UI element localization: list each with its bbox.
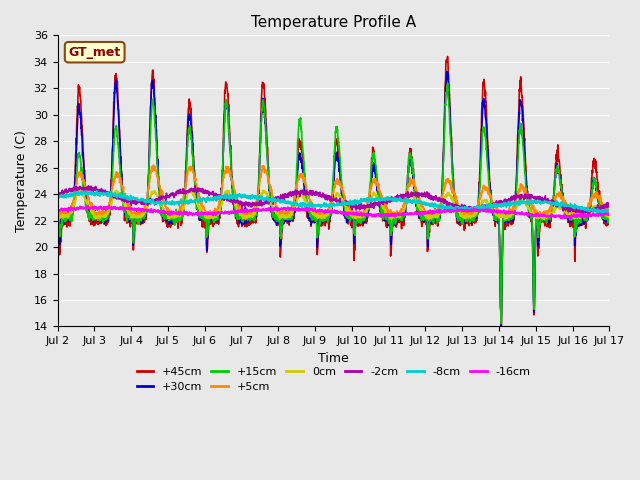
+5cm (362, 206, 370, 212)
+45cm (54, 216, 61, 222)
+5cm (557, 196, 565, 202)
+5cm (54, 210, 61, 216)
Line: +45cm: +45cm (58, 57, 609, 350)
-2cm (605, 204, 613, 209)
+45cm (207, 215, 215, 221)
+15cm (349, 214, 357, 219)
0cm (76, 185, 83, 191)
-8cm (349, 200, 357, 206)
-2cm (584, 211, 592, 216)
+15cm (362, 216, 369, 221)
+15cm (497, 321, 505, 326)
+15cm (207, 212, 215, 218)
+30cm (349, 217, 357, 223)
+30cm (573, 220, 580, 226)
Line: +15cm: +15cm (58, 84, 609, 324)
+30cm (362, 216, 369, 222)
-16cm (54, 208, 61, 214)
+15cm (444, 81, 451, 86)
+30cm (207, 213, 215, 218)
+15cm (54, 214, 61, 219)
0cm (557, 206, 565, 212)
+5cm (573, 211, 580, 217)
+30cm (557, 186, 565, 192)
+45cm (444, 54, 451, 60)
-2cm (572, 209, 580, 215)
-8cm (93, 188, 100, 193)
-8cm (605, 206, 613, 212)
+5cm (350, 214, 358, 220)
0cm (349, 214, 357, 220)
+45cm (494, 216, 502, 221)
+30cm (497, 330, 505, 336)
0cm (573, 213, 580, 219)
-16cm (605, 211, 613, 217)
-2cm (349, 204, 357, 210)
+15cm (557, 185, 565, 191)
-16cm (106, 203, 113, 209)
-8cm (596, 211, 604, 216)
X-axis label: Time: Time (318, 352, 349, 365)
-16cm (557, 216, 564, 221)
-8cm (494, 201, 502, 207)
+5cm (314, 216, 322, 221)
0cm (362, 210, 369, 216)
+45cm (557, 176, 565, 182)
0cm (54, 212, 61, 218)
Y-axis label: Temperature (C): Temperature (C) (15, 130, 28, 232)
-2cm (208, 192, 216, 197)
0cm (208, 215, 216, 221)
Line: 0cm: 0cm (58, 188, 609, 219)
Title: Temperature Profile A: Temperature Profile A (251, 15, 416, 30)
-8cm (362, 197, 369, 203)
+5cm (494, 209, 502, 215)
Line: +30cm: +30cm (58, 72, 609, 333)
Line: -16cm: -16cm (58, 206, 609, 218)
+30cm (444, 69, 451, 74)
0cm (605, 213, 613, 218)
-2cm (54, 192, 61, 198)
-8cm (54, 193, 61, 199)
+45cm (349, 210, 357, 216)
+30cm (605, 216, 613, 222)
-16cm (494, 209, 502, 215)
Line: +5cm: +5cm (58, 165, 609, 218)
+15cm (605, 213, 613, 219)
-16cm (557, 215, 565, 221)
-2cm (362, 204, 369, 209)
-2cm (494, 201, 502, 206)
-2cm (557, 203, 564, 209)
+30cm (54, 218, 61, 224)
+5cm (208, 212, 216, 218)
-8cm (572, 205, 580, 211)
+15cm (573, 214, 580, 220)
+5cm (150, 162, 157, 168)
0cm (494, 213, 502, 219)
-16cm (573, 214, 580, 219)
-16cm (208, 211, 216, 216)
0cm (540, 216, 548, 222)
Text: GT_met: GT_met (68, 46, 121, 59)
+45cm (362, 217, 369, 223)
+30cm (494, 217, 502, 223)
Legend: +45cm, +30cm, +15cm, +5cm, 0cm, -2cm, -8cm, -16cm: +45cm, +30cm, +15cm, +5cm, 0cm, -2cm, -8… (132, 362, 535, 396)
+5cm (605, 212, 613, 218)
+45cm (573, 223, 580, 228)
-16cm (349, 210, 357, 216)
-2cm (191, 183, 199, 189)
-8cm (208, 196, 216, 202)
+45cm (497, 347, 505, 353)
+15cm (494, 215, 502, 220)
-16cm (362, 211, 369, 217)
Line: -8cm: -8cm (58, 191, 609, 214)
Line: -2cm: -2cm (58, 186, 609, 214)
-8cm (557, 202, 564, 207)
+45cm (605, 216, 613, 222)
